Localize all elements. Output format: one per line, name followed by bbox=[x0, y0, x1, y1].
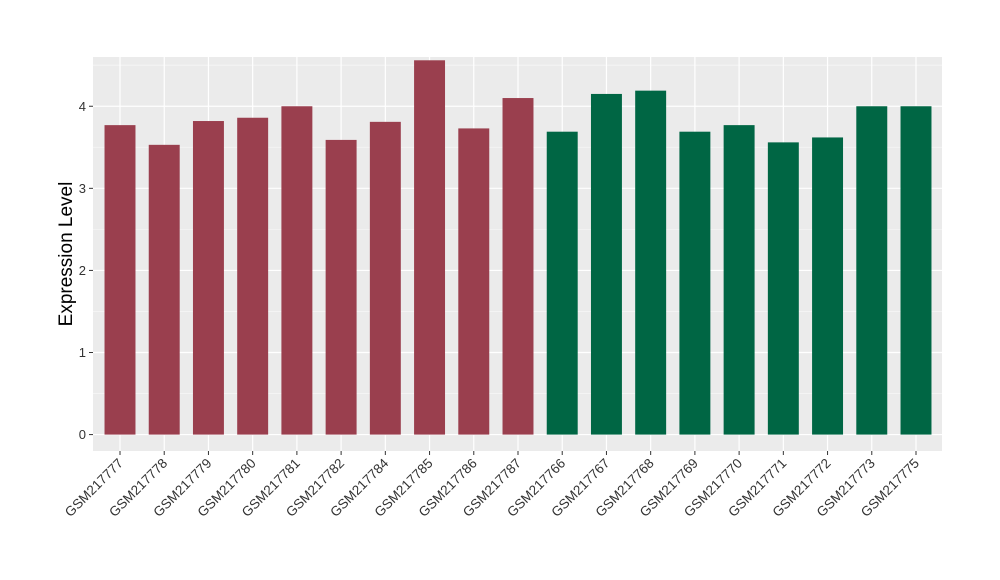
bar bbox=[237, 117, 269, 435]
bar bbox=[590, 93, 622, 435]
bar bbox=[104, 125, 136, 435]
bar bbox=[679, 131, 711, 435]
y-axis-title: Expression Level bbox=[56, 182, 77, 327]
bar bbox=[767, 142, 799, 435]
bar bbox=[900, 106, 932, 435]
bar bbox=[369, 121, 401, 435]
bar bbox=[502, 98, 534, 435]
bar bbox=[148, 144, 180, 435]
bar bbox=[192, 121, 224, 435]
bar bbox=[635, 90, 667, 435]
y-tick-label: 0 bbox=[79, 427, 86, 442]
bar bbox=[281, 106, 313, 435]
y-tick-label: 4 bbox=[79, 99, 86, 114]
bar bbox=[812, 137, 844, 435]
y-axis: 0 1 2 3 4 bbox=[79, 99, 93, 442]
x-axis: GSM217777GSM217778GSM217779GSM217780GSM2… bbox=[62, 451, 922, 520]
y-tick-label: 2 bbox=[79, 263, 86, 278]
bar bbox=[458, 128, 490, 435]
bar bbox=[546, 131, 578, 435]
y-tick-label: 1 bbox=[79, 345, 86, 360]
bar bbox=[325, 139, 357, 435]
y-tick-label: 3 bbox=[79, 181, 86, 196]
bar bbox=[856, 106, 888, 435]
bar bbox=[414, 60, 446, 435]
bars-layer bbox=[104, 60, 932, 435]
bar bbox=[723, 125, 755, 435]
